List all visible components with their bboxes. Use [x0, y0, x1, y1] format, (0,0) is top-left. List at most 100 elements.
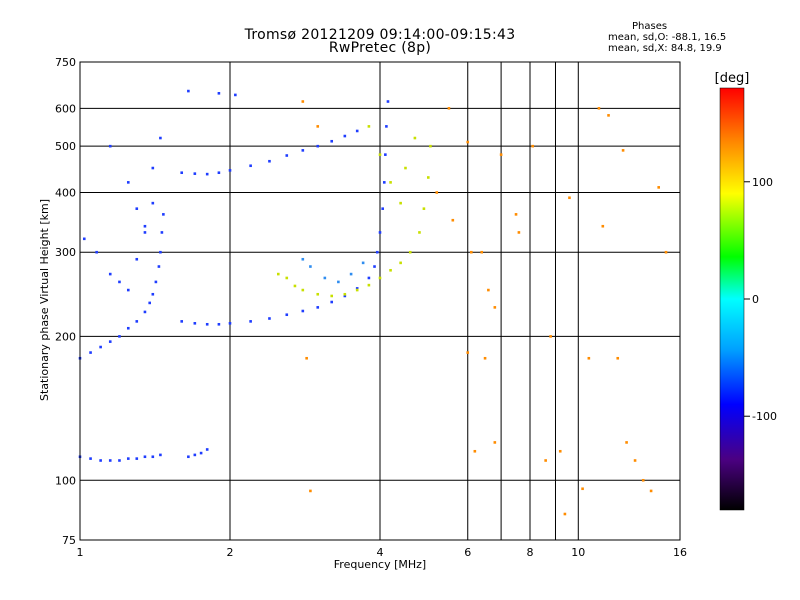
- data-point: [633, 459, 637, 462]
- data-point: [493, 306, 497, 309]
- data-point: [151, 292, 155, 296]
- colorbar-tick-label: 100: [752, 176, 773, 189]
- data-point: [385, 125, 388, 128]
- colorbar-ticks: 100 0 -100: [744, 176, 777, 423]
- data-point: [625, 441, 628, 444]
- data-point: [499, 153, 503, 156]
- data-point: [118, 459, 121, 462]
- data-point: [305, 356, 308, 360]
- colorbar-label: [deg]: [715, 71, 750, 86]
- data-point: [234, 93, 237, 97]
- chart-title-line1: Tromsø 20121209 09:14:00-09:15:43: [244, 27, 516, 43]
- x-tick-label: 2: [227, 546, 234, 559]
- data-point: [309, 265, 312, 268]
- y-tick-label: 600: [55, 102, 76, 115]
- data-point: [587, 356, 591, 360]
- data-point: [316, 292, 320, 296]
- stats-o-mode: mean, sd,O: -88.1, 16.5: [608, 32, 727, 43]
- data-point: [159, 136, 162, 140]
- x-tick-label: 16: [673, 546, 687, 559]
- data-point: [126, 288, 130, 292]
- data-point: [159, 250, 162, 254]
- data-point: [568, 196, 571, 200]
- data-point: [151, 201, 155, 205]
- data-point: [118, 335, 121, 338]
- data-point: [118, 280, 121, 284]
- data-point: [228, 169, 232, 172]
- x-tick-label: 1: [77, 546, 84, 559]
- data-point: [160, 231, 164, 234]
- data-point: [301, 100, 305, 103]
- data-point: [378, 153, 382, 156]
- data-point: [148, 301, 152, 305]
- data-point: [276, 272, 280, 276]
- x-axis-ticks: 1 2 4 6 8 10 16: [77, 546, 688, 559]
- data-point: [249, 320, 252, 323]
- data-point: [517, 231, 521, 234]
- data-point: [205, 322, 209, 326]
- data-point: [381, 207, 384, 210]
- data-point: [99, 459, 102, 462]
- data-point: [664, 250, 668, 254]
- data-point: [466, 351, 470, 354]
- data-point: [108, 459, 112, 462]
- data-point: [268, 317, 271, 320]
- data-point: [408, 250, 412, 254]
- data-point: [205, 448, 209, 451]
- colorbar: [719, 87, 745, 511]
- data-point: [447, 107, 451, 110]
- y-tick-label: 300: [55, 246, 76, 259]
- data-point: [135, 207, 139, 210]
- data-point: [330, 300, 334, 304]
- stats-heading: Phases: [632, 21, 668, 32]
- data-point: [285, 276, 289, 280]
- data-point: [544, 459, 547, 462]
- data-point: [316, 144, 320, 148]
- data-point: [108, 144, 112, 148]
- chart-title-line2: RwPretec (8p): [328, 40, 432, 56]
- data-point: [413, 136, 417, 140]
- data-point: [563, 512, 567, 516]
- data-point: [355, 288, 359, 292]
- x-tick-label: 4: [377, 546, 384, 559]
- data-point: [316, 125, 320, 128]
- data-point: [487, 288, 490, 292]
- data-point: [285, 313, 289, 317]
- data-point: [228, 322, 232, 325]
- data-point: [451, 218, 455, 222]
- y-tick-label: 400: [55, 186, 76, 199]
- data-point: [143, 224, 147, 228]
- data-point: [355, 287, 359, 290]
- data-point: [581, 487, 584, 491]
- data-point: [616, 356, 620, 360]
- data-point: [193, 172, 197, 175]
- data-point: [301, 309, 305, 313]
- data-point: [531, 144, 534, 148]
- data-point: [355, 129, 359, 133]
- data-point: [435, 191, 439, 194]
- data-point: [343, 294, 347, 298]
- data-point: [301, 288, 305, 292]
- data-point: [641, 478, 645, 482]
- data-point: [151, 166, 155, 170]
- data-point: [404, 166, 407, 170]
- data-point: [384, 153, 387, 156]
- data-points: [78, 89, 668, 516]
- data-point: [601, 224, 605, 228]
- data-point: [95, 250, 98, 254]
- data-point: [480, 250, 484, 254]
- plot-frame: [79, 61, 681, 541]
- data-point: [378, 231, 382, 234]
- colorbar-tick-label: 0: [752, 293, 759, 306]
- data-point: [367, 276, 371, 280]
- data-point: [422, 207, 426, 210]
- data-point: [349, 272, 353, 276]
- data-point: [126, 457, 130, 460]
- y-axis-ticks: 75 100 200 300 400 500 600 750: [55, 56, 76, 547]
- data-point: [316, 306, 320, 309]
- data-point: [217, 171, 221, 175]
- data-point: [323, 276, 327, 280]
- data-point: [180, 171, 184, 175]
- data-point: [187, 89, 190, 93]
